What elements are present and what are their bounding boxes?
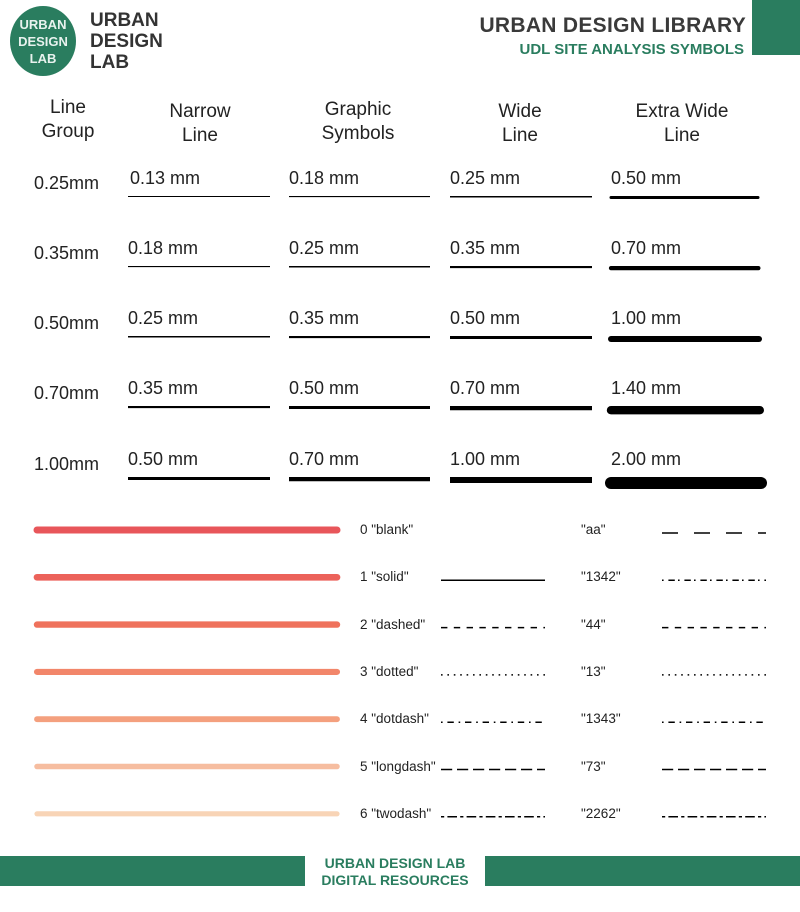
line-weight-value: 1.00 mm <box>611 308 682 328</box>
line-type-label: 5 "longdash" <box>360 758 436 774</box>
brand-name: URBAN DESIGN LAB <box>90 10 163 73</box>
column-header-line: Line <box>50 97 86 118</box>
column-header-line: Wide <box>498 101 542 122</box>
line-weight-value: 0.35 mm <box>289 308 360 328</box>
line-weight-value: 0.50 mm <box>289 378 360 398</box>
logo: URBAN DESIGN LAB <box>10 6 76 76</box>
footer-line: URBAN DESIGN LAB <box>324 855 466 871</box>
line-weight-value: 0.50 mm <box>450 308 521 328</box>
column-header-line: Line <box>664 125 700 146</box>
line-weight-value: 0.50 mm <box>611 168 682 188</box>
line-weight-value: 0.70 mm <box>450 378 521 398</box>
header-accent-block <box>752 0 800 55</box>
line-weight-value: 0.70 mm <box>611 238 682 258</box>
line-weight-value: 0.70 mm <box>289 449 360 469</box>
line-type-code: "2262" <box>581 805 621 821</box>
line-weight-value: 0.35 mm <box>128 378 199 398</box>
line-type-label: 2 "dashed" <box>360 616 426 632</box>
line-weight-value: 0.35 mm <box>450 238 521 258</box>
logo-text: DESIGN <box>18 33 68 49</box>
line-weight-value: 0.25 mm <box>128 308 199 328</box>
logo-text: LAB <box>29 50 57 66</box>
line-type-code: "73" <box>581 758 606 774</box>
line-weight-value: 0.18 mm <box>128 238 199 258</box>
line-type-code: "13" <box>581 663 606 679</box>
line-weight-value: 0.25 mm <box>450 168 521 188</box>
line-weight-value: 2.00 mm <box>611 449 682 469</box>
line-type-label: 3 "dotted" <box>360 663 419 679</box>
line-type-code: "44" <box>581 616 606 632</box>
line-type-label: 0 "blank" <box>360 522 414 537</box>
column-header: Line Group <box>0 96 143 144</box>
line-type-label: 4 "dotdash" <box>360 711 429 727</box>
library-subtitle: UDL SITE ANALYSIS SYMBOLS <box>519 41 744 58</box>
logo-text: URBAN <box>19 16 67 32</box>
column-header: Extra Wide Line <box>607 100 757 148</box>
line-type-code: "1342" <box>581 569 621 585</box>
column-header-line: Line <box>502 125 538 146</box>
column-header-line: Narrow <box>169 101 231 122</box>
line-type-code: "1343" <box>581 711 621 727</box>
line-weight-value: 0.50 mm <box>128 449 199 469</box>
row-group-label: 0.50mm <box>34 313 100 333</box>
footer-band-right <box>485 856 800 886</box>
column-header-line: Group <box>41 121 95 142</box>
row-group-label: 1.00mm <box>34 454 100 474</box>
column-header-line: Extra Wide <box>635 101 729 122</box>
line-weight-value: 0.18 mm <box>289 168 360 188</box>
column-header-line: Graphic <box>324 99 392 120</box>
brand-line: LAB <box>90 52 130 73</box>
row-group-label: 0.25mm <box>34 173 100 193</box>
row-group-label: 0.35mm <box>34 243 100 263</box>
column-header: Graphic Symbols <box>283 98 433 146</box>
footer-band-left <box>0 856 305 886</box>
column-header-line: Symbols <box>321 123 395 144</box>
footer-text: URBAN DESIGN LAB DIGITAL RESOURCES <box>305 855 485 889</box>
line-weight-value: 1.40 mm <box>611 378 682 398</box>
brand-line: URBAN <box>90 10 159 31</box>
library-title: URBAN DESIGN LIBRARY <box>479 14 746 37</box>
column-header: Wide Line <box>445 100 595 148</box>
footer-line: DIGITAL RESOURCES <box>321 872 469 888</box>
line-weight-value: 1.00 mm <box>450 449 521 469</box>
line-weight-value: 0.13 mm <box>130 168 201 188</box>
line-weight-value: 0.25 mm <box>289 238 360 258</box>
brand-line: DESIGN <box>90 31 163 52</box>
line-type-code: "aa" <box>581 522 606 537</box>
column-header-line: Line <box>182 125 218 146</box>
row-group-label: 0.70mm <box>34 383 100 403</box>
line-type-label: 6 "twodash" <box>360 805 432 821</box>
line-type-label: 1 "solid" <box>360 569 409 585</box>
column-header: Narrow Line <box>125 100 275 148</box>
